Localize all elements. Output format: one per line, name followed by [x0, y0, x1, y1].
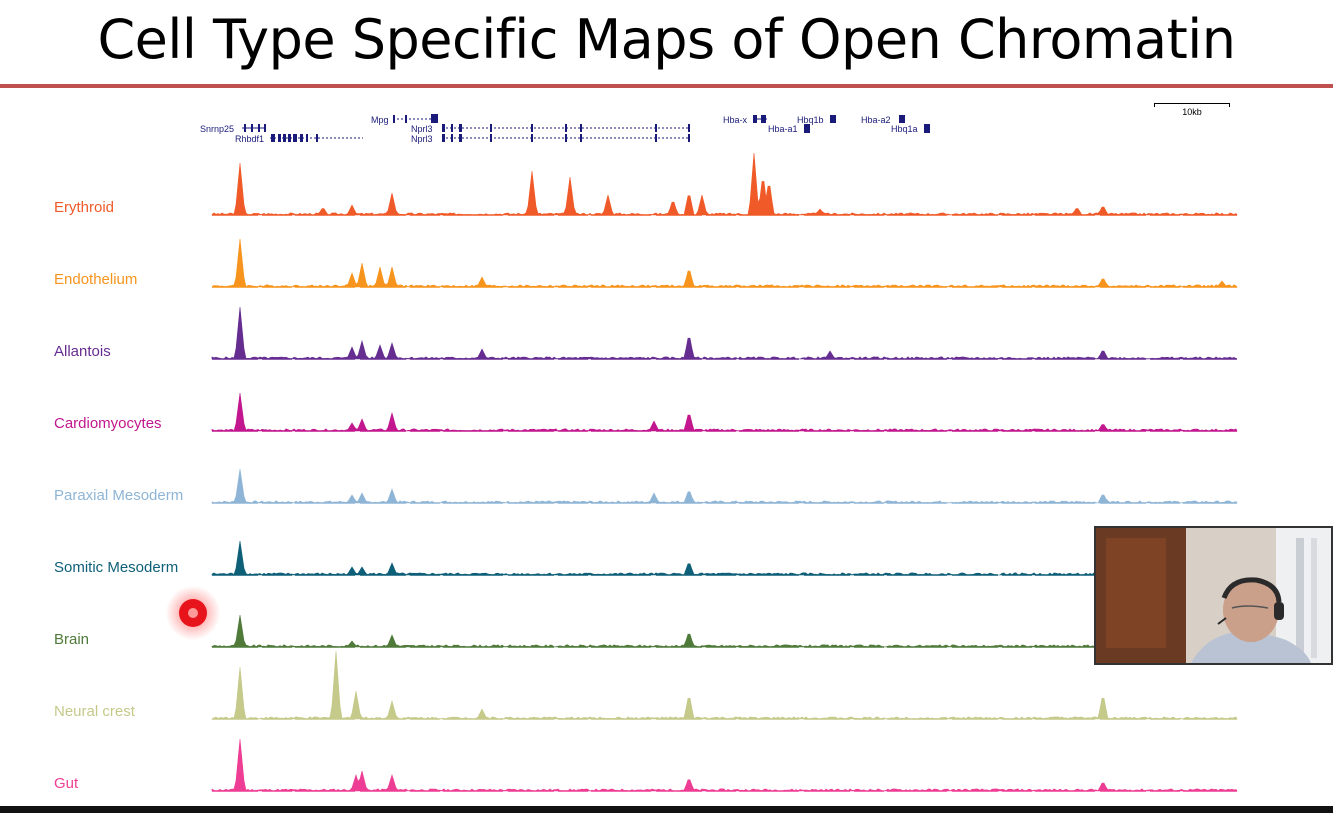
gene-label-hbq1a: Hbq1a	[891, 124, 918, 134]
signal-peaks	[211, 468, 1238, 504]
scale-bar-label: 10kb	[1182, 107, 1202, 117]
signal-track	[211, 738, 1238, 792]
track-label-paraxial-mesoderm: Paraxial Mesoderm	[54, 487, 184, 504]
signal-track	[211, 540, 1238, 576]
scale-bar: 10kb	[1154, 99, 1230, 121]
signal-peaks	[211, 614, 1238, 648]
cursor-dot	[188, 608, 198, 618]
gene-models	[242, 114, 930, 142]
gene-label-hba-a2: Hba-a2	[861, 115, 891, 125]
gene-label-nprl3-a: Nprl3	[411, 124, 433, 134]
gene-label-nprl3-b: Nprl3	[411, 134, 433, 144]
track-label-cardiomyocytes: Cardiomyocytes	[54, 415, 162, 432]
signal-peaks	[211, 152, 1238, 216]
scale-bar-line	[1154, 103, 1230, 107]
signal-peaks	[211, 238, 1238, 288]
gene-label-mpg: Mpg	[371, 115, 389, 125]
signal-track	[211, 238, 1238, 288]
track-label-somitic-mesoderm: Somitic Mesoderm	[54, 559, 179, 576]
signal-track	[211, 468, 1238, 504]
signal-peaks	[211, 738, 1238, 792]
signal-peaks	[211, 650, 1238, 720]
gene-label-hba-a1: Hba-a1	[768, 124, 798, 134]
gene-label-snrnp25: Snrnp25	[200, 124, 235, 134]
cursor-highlight-icon	[166, 586, 220, 640]
track-label-gut: Gut	[54, 775, 79, 792]
gene-label-hba-x: Hba-x	[723, 115, 748, 125]
bottom-edge-bar	[0, 806, 1333, 813]
track-label-allantois: Allantois	[54, 343, 111, 360]
signal-track	[211, 306, 1238, 360]
gene-annotation-track: Snrnp25 Rhbdf1 Mpg Nprl3 Nprl3 Hba-x Hbq…	[195, 108, 955, 148]
title-divider	[0, 84, 1333, 88]
signal-peaks	[211, 392, 1238, 432]
gene-label-rhbdf1: Rhbdf1	[235, 134, 265, 144]
signal-track	[211, 392, 1238, 432]
gene-label-hbq1b: Hbq1b	[797, 115, 824, 125]
webcam-feed	[1096, 528, 1331, 663]
track-label-endothelium: Endothelium	[54, 271, 138, 288]
presenter-webcam-icon	[1094, 526, 1333, 665]
signal-track	[211, 650, 1238, 720]
track-label-neural-crest: Neural crest	[54, 703, 135, 720]
track-label-erythroid: Erythroid	[54, 199, 115, 216]
signal-peaks	[211, 306, 1238, 360]
signal-peaks	[211, 540, 1238, 576]
slide-title: Cell Type Specific Maps of Open Chromati…	[97, 8, 1236, 71]
signal-track	[211, 614, 1238, 648]
signal-track	[211, 152, 1238, 216]
track-label-brain: Brain	[54, 631, 90, 648]
